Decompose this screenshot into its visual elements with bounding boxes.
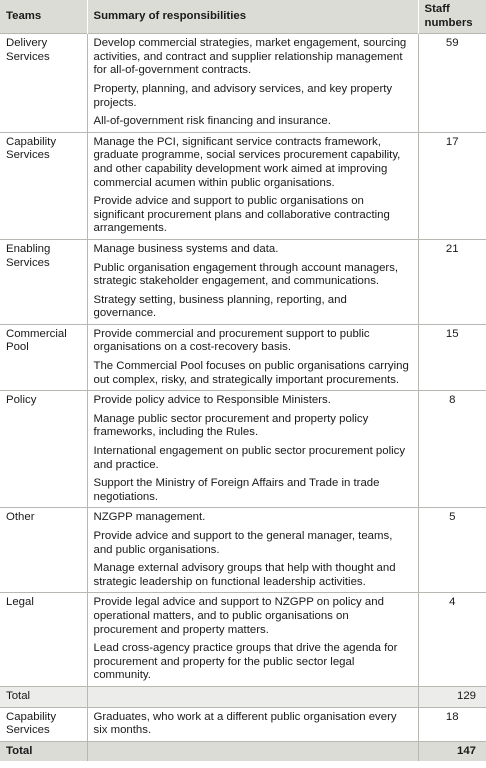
- staff-cell: 21: [418, 238, 486, 325]
- summary-cell: Provide legal advice and support to NZGP…: [87, 592, 419, 687]
- responsibility-text: Graduates, who work at a different publi…: [93, 710, 397, 737]
- table-row: Capability Services Manage the PCI, signi…: [0, 131, 486, 240]
- responsibility-text: The Commercial Pool focuses on public or…: [93, 360, 409, 386]
- table-row: Policy Provide policy advice to Responsib…: [0, 390, 486, 508]
- table-body: Delivery Services Develop commercial stra…: [0, 33, 486, 762]
- responsibility-text: Manage external advisory groups that hel…: [93, 562, 396, 588]
- responsibility-text: All-of-government risk financing and ins…: [93, 115, 331, 128]
- responsibility-text: Provide legal advice and support to NZGP…: [93, 596, 384, 636]
- staff-header: Staff numbers: [418, 0, 486, 34]
- responsibility-text: Provide advice and support to public org…: [93, 195, 390, 235]
- team-cell: Capability Services: [0, 706, 88, 742]
- table-row: Total 147: [0, 740, 486, 762]
- responsibility-text: Public organisation engagement through a…: [93, 261, 399, 288]
- responsibility-text: Property, planning, and advisory service…: [93, 82, 393, 109]
- table-row: Legal Provide legal advice and support to…: [0, 592, 486, 687]
- summary-cell: Develop commercial strategies, market en…: [87, 33, 419, 133]
- team-cell: Enabling Services: [0, 238, 88, 325]
- teams-header: Teams: [0, 0, 88, 34]
- responsibility-text: International engagement on public secto…: [93, 445, 406, 471]
- responsibility-text: Lead cross-agency practice groups that d…: [93, 642, 398, 682]
- responsibility-text: Manage business systems and data.: [93, 242, 279, 255]
- team-cell: Policy: [0, 390, 88, 508]
- summary-cell: [87, 685, 419, 708]
- staff-cell: 18: [418, 706, 486, 742]
- responsibility-text: NZGPP management.: [93, 511, 206, 524]
- staff-cell: 15: [418, 323, 486, 391]
- responsibility-text: Manage the PCI, significant service cont…: [93, 135, 401, 189]
- subtotal-staff: 129: [418, 685, 486, 708]
- total-staff: 147: [418, 740, 486, 762]
- responsibility-text: Develop commercial strategies, market en…: [93, 37, 407, 77]
- responsibility-text: Provide commercial and procurement suppo…: [93, 327, 370, 354]
- table-row: Total 129: [0, 685, 486, 708]
- team-cell: Other: [0, 507, 88, 593]
- team-cell: Commercial Pool: [0, 323, 88, 391]
- team-cell: Delivery Services: [0, 33, 88, 133]
- summary-cell: Manage the PCI, significant service cont…: [87, 131, 419, 240]
- summary-cell: Provide commercial and procurement suppo…: [87, 323, 419, 391]
- summary-cell: Provide policy advice to Responsible Min…: [87, 390, 419, 508]
- table-row: Delivery Services Develop commercial stra…: [0, 33, 486, 133]
- subtotal-label: Total: [0, 685, 88, 708]
- staff-cell: 59: [418, 33, 486, 133]
- responsibility-text: Provide advice and support to the genera…: [93, 530, 393, 556]
- header-row: Teams Summary of responsibilities Staff …: [0, 0, 486, 34]
- summary-header: Summary of responsibilities: [87, 0, 419, 34]
- table-row: Commercial Pool Provide commercial and pr…: [0, 323, 486, 391]
- table-row: Capability Services Graduates, who work a…: [0, 706, 486, 742]
- total-label: Total: [0, 740, 88, 762]
- staff-cell: 8: [418, 390, 486, 508]
- staff-cell: 4: [418, 592, 486, 687]
- team-cell: Legal: [0, 592, 88, 687]
- table-row: Other NZGPP management. Provide advice and…: [0, 507, 486, 593]
- responsibility-text: Provide policy advice to Responsible Min…: [93, 394, 331, 407]
- responsibility-text: Support the Ministry of Foreign Affairs …: [93, 477, 380, 503]
- responsibility-text: Strategy setting, business planning, rep…: [93, 293, 347, 320]
- summary-cell: [87, 740, 419, 762]
- team-cell: Capability Services: [0, 131, 88, 240]
- responsibility-text: Manage public sector procurement and pro…: [93, 412, 369, 439]
- summary-cell: Manage business systems and data. Public …: [87, 238, 419, 325]
- summary-cell: NZGPP management. Provide advice and supp…: [87, 507, 419, 593]
- staff-cell: 5: [418, 507, 486, 593]
- table-row: Enabling Services Manage business systems…: [0, 238, 486, 325]
- staff-cell: 17: [418, 131, 486, 240]
- summary-cell: Graduates, who work at a different publi…: [87, 706, 419, 742]
